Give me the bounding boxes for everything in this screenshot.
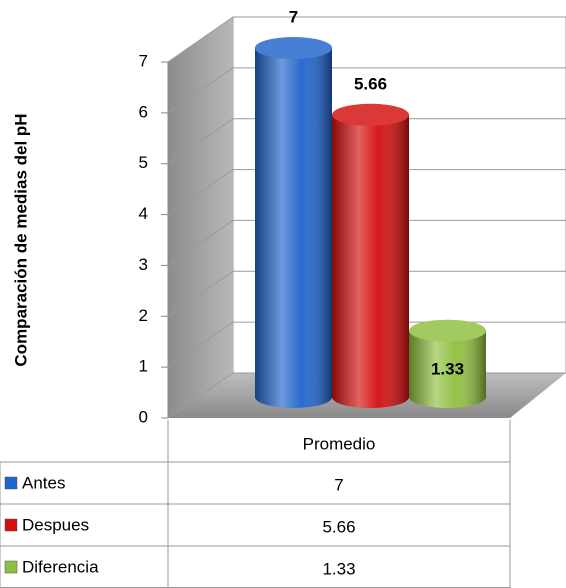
bar-top xyxy=(255,37,332,59)
grid-line xyxy=(167,219,566,266)
bar-shade xyxy=(332,114,409,409)
legend-label: Diferencia xyxy=(22,557,99,576)
table-value: 5.66 xyxy=(322,517,355,536)
grid-line xyxy=(167,270,566,317)
bar-top xyxy=(332,103,409,126)
bar-top-light xyxy=(332,103,409,126)
legend-key xyxy=(4,476,18,490)
grid-line xyxy=(167,16,566,63)
bar-shade xyxy=(255,48,332,409)
y-tick-label: 6 xyxy=(139,102,148,121)
y-tick-label: 4 xyxy=(139,204,148,223)
x-tick-label: Promedio xyxy=(303,434,376,453)
legend-label: Antes xyxy=(22,473,65,492)
data-label: 7 xyxy=(289,7,298,26)
bar-top-light xyxy=(409,319,486,342)
legend-label: Despues xyxy=(22,515,89,534)
y-tick-label: 7 xyxy=(139,51,148,70)
y-tick-label: 1 xyxy=(139,357,148,376)
legend-key xyxy=(4,518,18,532)
grid-line xyxy=(167,67,566,114)
table-value: 7 xyxy=(334,475,343,494)
y-tick-label: 3 xyxy=(139,255,148,274)
table-value: 1.33 xyxy=(322,559,355,578)
side-wall xyxy=(168,17,233,418)
bar-shade xyxy=(409,330,486,409)
y-tick-label: 2 xyxy=(139,306,148,325)
data-label: 1.33 xyxy=(431,359,464,378)
grid-line xyxy=(167,118,566,165)
legend-key xyxy=(4,560,18,574)
grid-line xyxy=(167,169,566,215)
bar-top xyxy=(409,319,486,342)
y-axis-label: Comparación de medias del pH xyxy=(11,113,30,366)
data-label: 5.66 xyxy=(354,74,387,93)
y-tick-label: 5 xyxy=(139,153,148,172)
bar-top-light xyxy=(255,37,332,59)
y-tick-label: 0 xyxy=(139,407,148,426)
